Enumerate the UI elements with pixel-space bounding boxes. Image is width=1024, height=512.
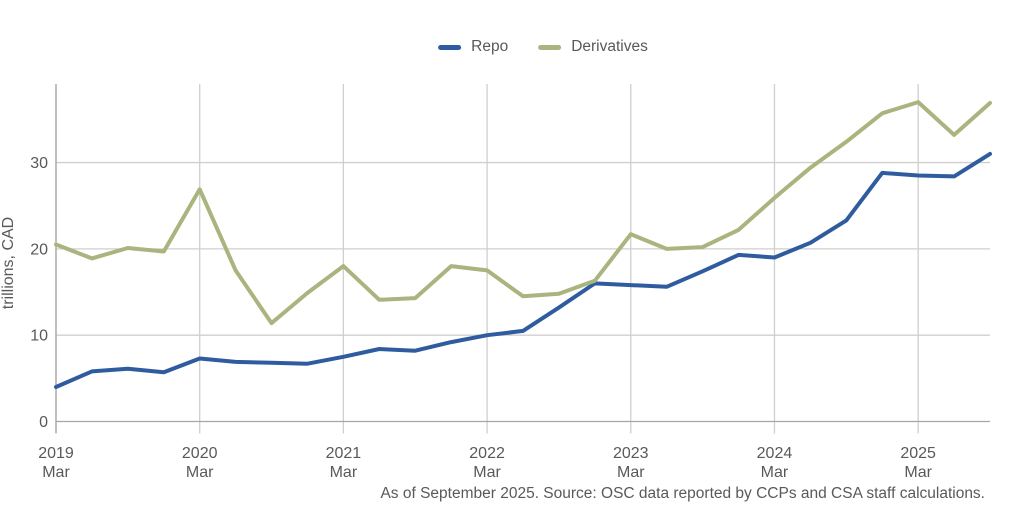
derivatives-legend-swatch bbox=[538, 44, 562, 50]
x-tick-month-label: Mar bbox=[186, 464, 214, 481]
x-tick-year-label: 2025 bbox=[900, 445, 936, 462]
legend: Repo Derivatives bbox=[438, 38, 648, 56]
x-tick-year-label: 2023 bbox=[613, 445, 649, 462]
x-tick-month-label: Mar bbox=[330, 464, 358, 481]
x-tick-year-label: 2024 bbox=[757, 445, 793, 462]
repo-line bbox=[54, 151, 992, 389]
x-tick-month-label: Mar bbox=[761, 464, 789, 481]
x-tick-month-label: Mar bbox=[473, 464, 501, 481]
derivatives-line bbox=[54, 100, 992, 326]
source-caption: As of September 2025. Source: OSC data r… bbox=[380, 485, 985, 502]
derivatives-legend-label: Derivatives bbox=[571, 38, 648, 55]
y-tick-label: 20 bbox=[30, 241, 48, 258]
legend-item-derivatives: Derivatives bbox=[538, 38, 648, 56]
repo-legend-swatch bbox=[438, 44, 462, 50]
x-tick-year-label: 2021 bbox=[326, 445, 362, 462]
y-tick-label: 30 bbox=[30, 155, 48, 172]
x-tick-year-label: 2019 bbox=[38, 445, 74, 462]
repo-legend-label: Repo bbox=[471, 38, 509, 55]
x-tick-year-label: 2020 bbox=[182, 445, 218, 462]
x-tick-month-label: Mar bbox=[42, 464, 70, 481]
y-axis-title: trillions, CAD bbox=[0, 217, 17, 309]
x-tick-year-label: 2022 bbox=[469, 445, 505, 462]
legend-item-repo: Repo bbox=[438, 38, 508, 56]
y-tick-label: 0 bbox=[39, 414, 48, 431]
x-tick-month-label: Mar bbox=[904, 464, 932, 481]
y-tick-label: 10 bbox=[30, 328, 48, 345]
x-tick-month-label: Mar bbox=[617, 464, 645, 481]
